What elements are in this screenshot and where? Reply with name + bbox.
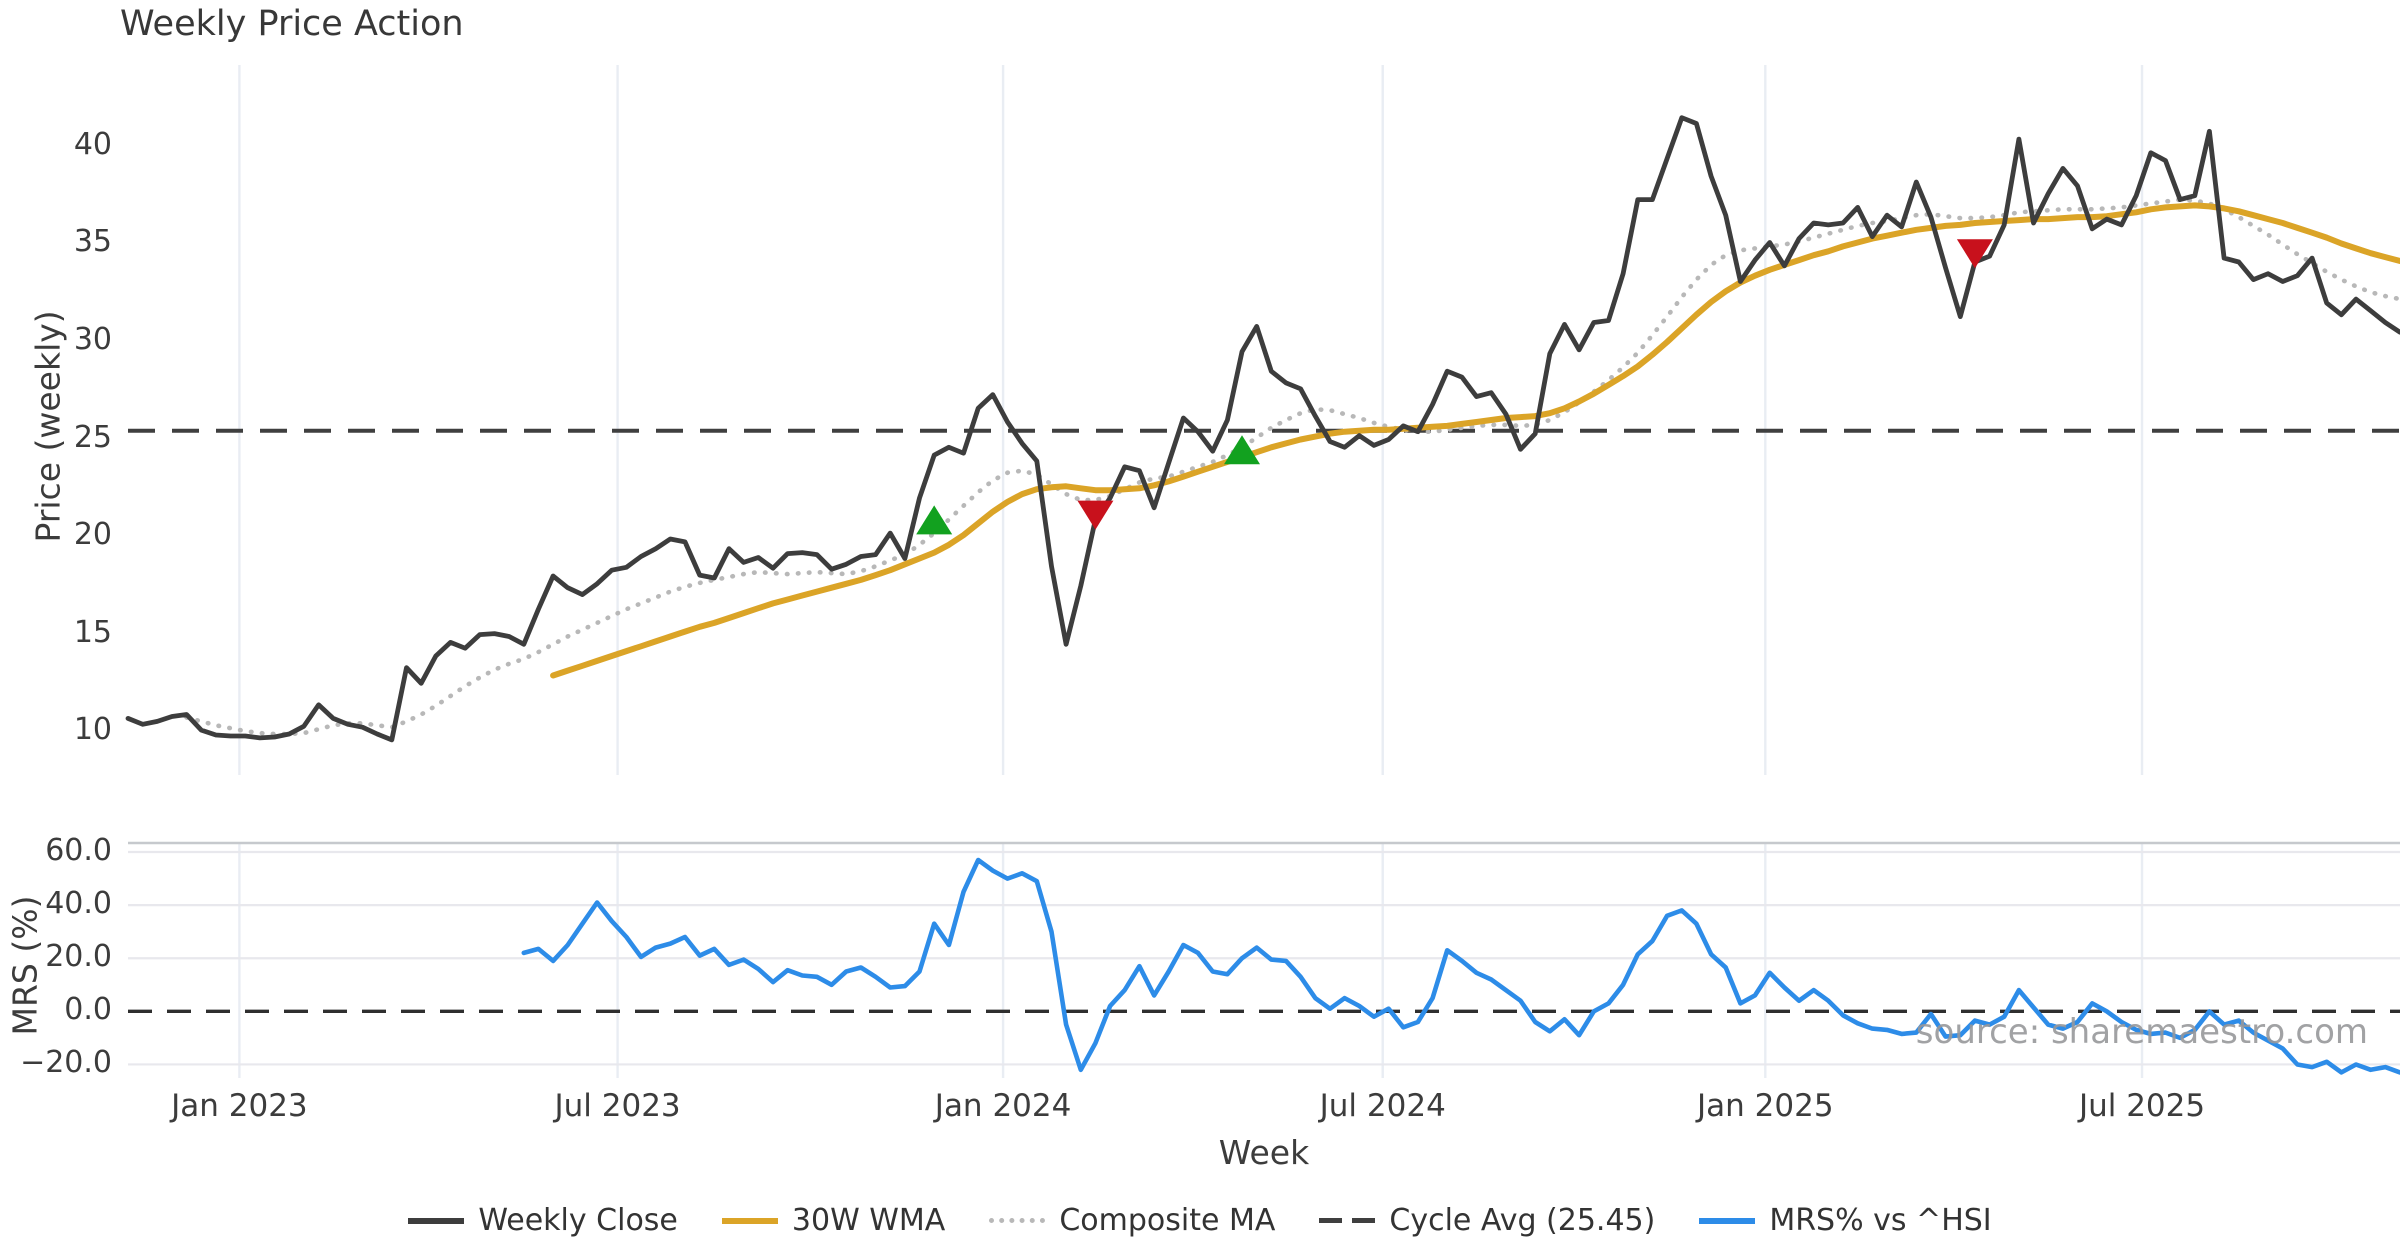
mrs-y-tick: 20.0 [45, 939, 112, 975]
wma-line [550, 202, 2400, 679]
x-tick: Jul 2025 [2078, 1088, 2206, 1124]
buy-signal-marker [1224, 435, 1261, 465]
x-axis-label: Week [1218, 1133, 1310, 1172]
legend-label: 30W WMA [791, 1203, 946, 1238]
buy-signal-marker [916, 505, 953, 535]
legend-item-composite: Composite MA [989, 1203, 1275, 1238]
mrs-line [521, 857, 2400, 1075]
legend-label: Weekly Close [478, 1203, 678, 1238]
chart-title: Weekly Price Action [120, 4, 464, 44]
weekly-close-line [125, 115, 2400, 743]
legend-sample-wma [721, 1217, 778, 1224]
legend-item-wma: 30W WMA [721, 1203, 946, 1238]
sell-signal-marker [1077, 500, 1114, 530]
x-tick: Jul 2024 [1319, 1088, 1446, 1124]
price-y-tick: 15 [73, 614, 112, 650]
price-y-tick: 30 [73, 321, 112, 357]
legend-label: Cycle Avg (25.45) [1389, 1203, 1656, 1238]
legend-sample-composite [989, 1218, 1046, 1223]
legend-label: Composite MA [1059, 1203, 1276, 1238]
legend: Weekly Close 30W WMA Composite MA Cycle Avg… [0, 1203, 2400, 1238]
x-tick: Jan 2024 [934, 1088, 1072, 1124]
legend-item-cycle-avg: Cycle Avg (25.45) [1319, 1203, 1655, 1238]
x-tick: Jul 2023 [554, 1088, 681, 1124]
price-y-tick: 20 [73, 517, 112, 553]
mrs-y-tick: 0.0 [64, 992, 112, 1028]
legend-item-weekly-close: Weekly Close [408, 1203, 678, 1238]
price-y-tick: 35 [73, 224, 112, 260]
source-watermark: source: sharemaestro.com [1915, 1012, 2368, 1052]
mrs-y-tick: 60.0 [45, 833, 112, 869]
x-tick: Jan 2025 [1697, 1088, 1834, 1124]
sell-signal-marker [1956, 239, 1993, 269]
legend-label: MRS% vs ^HSI [1769, 1203, 1992, 1238]
price-y-tick: 40 [73, 126, 112, 162]
mrs-y-tick: 40.0 [45, 886, 112, 922]
x-tick: Jan 2023 [171, 1088, 308, 1124]
composite-ma-line [184, 197, 2400, 737]
price-y-tick: 25 [73, 419, 112, 455]
legend-sample-cycle-avg [1319, 1218, 1376, 1223]
legend-sample-weekly-close [408, 1217, 465, 1224]
legend-item-mrs: MRS% vs ^HSI [1699, 1203, 1992, 1238]
legend-sample-mrs [1699, 1217, 1756, 1224]
price-y-tick: 10 [73, 712, 112, 748]
mrs-y-tick: −20.0 [20, 1045, 112, 1081]
